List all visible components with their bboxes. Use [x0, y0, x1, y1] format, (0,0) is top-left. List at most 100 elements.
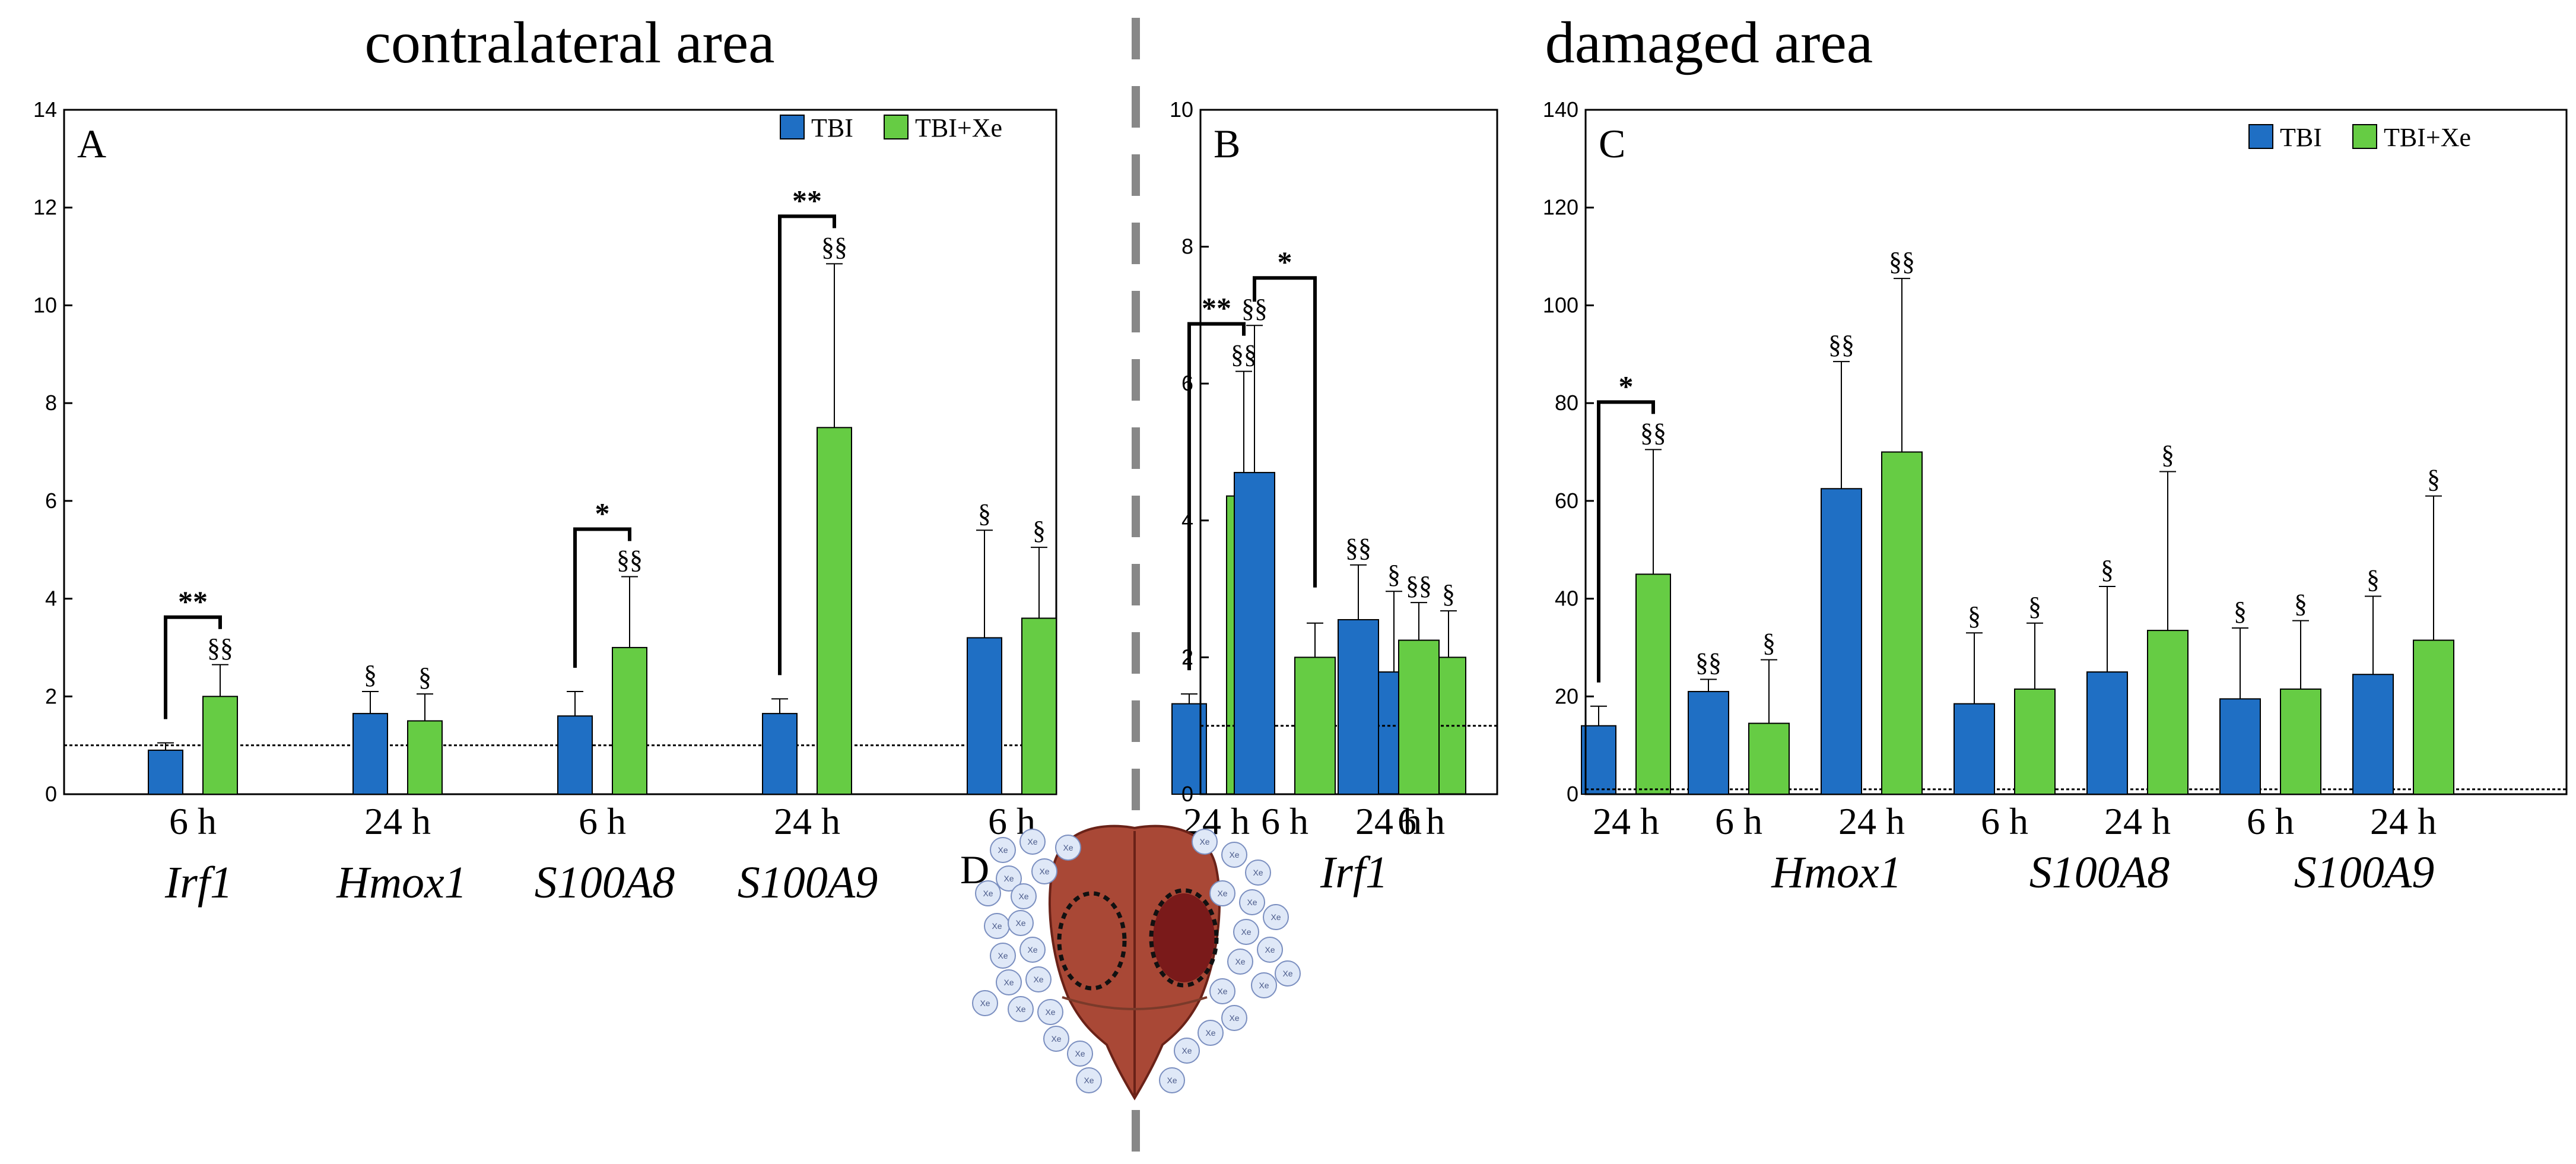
x-category-label: 6 h [1261, 800, 1308, 842]
y-tick-label: 0 [1567, 782, 1578, 806]
significance-mark: § [2234, 597, 2247, 626]
significance-asterisk: * [1278, 245, 1292, 278]
xenon-bubble [996, 865, 1022, 892]
x-category-label: 24 h [1838, 800, 1905, 842]
y-tick-label: 2 [1181, 645, 1193, 669]
xenon-bubble-label: Xe [998, 951, 1008, 960]
bar [148, 749, 183, 795]
significance-mark: §§ [1828, 330, 1854, 359]
xenon-bubble-label: Xe [1039, 867, 1049, 876]
xenon-bubble-label: Xe [1015, 918, 1025, 928]
bar [2014, 688, 2056, 795]
contralateral-area-outline [1057, 891, 1127, 991]
significance-mark: § [1968, 601, 1981, 630]
significance-mark: § [2367, 564, 2380, 594]
xenon-bubble-label: Xe [998, 845, 1008, 855]
xenon-bubble-label: Xe [980, 998, 990, 1008]
significance-mark: §§ [1231, 340, 1257, 369]
significance-mark: §§ [1345, 534, 1371, 563]
x-category-label: 24 h [2104, 800, 2171, 842]
xenon-bubble [1037, 999, 1063, 1025]
legend-swatch [884, 115, 909, 139]
xenon-bubble [1227, 949, 1253, 975]
bar [202, 696, 238, 795]
xenon-bubble-label: Xe [1199, 837, 1209, 846]
y-tick-label: 12 [33, 195, 57, 220]
xenon-bubble [990, 837, 1016, 863]
bar [967, 637, 1002, 795]
xenon-bubble [996, 969, 1022, 995]
legend-swatch [2352, 124, 2377, 149]
significance-mark: §§ [821, 232, 847, 261]
x-category-label: 24 h [1593, 800, 1659, 842]
bar [1881, 451, 1923, 795]
xenon-bubble [1025, 966, 1052, 992]
xenon-bubble-label: Xe [1217, 889, 1227, 898]
bar [1635, 573, 1671, 795]
damaged-area-outline [1149, 888, 1219, 988]
bar [1821, 488, 1862, 795]
xenon-bubble-label: Xe [1241, 927, 1251, 937]
xenon-bubble [1209, 880, 1235, 906]
bar [1338, 619, 1379, 795]
xenon-bubble-label: Xe [1003, 874, 1014, 883]
xenon-bubble-label: Xe [1270, 912, 1281, 922]
x-category-label: 24 h [364, 800, 431, 842]
significance-bracket [778, 214, 836, 675]
significance-mark: § [2294, 589, 2307, 619]
significance-mark: §§ [207, 633, 233, 662]
panel-label: A [77, 121, 106, 166]
xenon-bubble-label: Xe [1265, 945, 1275, 954]
xenon-bubble [1055, 835, 1081, 861]
significance-mark: § [2161, 440, 2174, 469]
bar [762, 713, 798, 795]
xenon-bubble-label: Xe [1282, 969, 1292, 978]
xenon-bubble [1008, 910, 1034, 936]
xenon-bubble [1011, 883, 1037, 909]
gene-group-label: Irf1 [1320, 848, 1388, 897]
xenon-bubble [1251, 972, 1277, 998]
xenon-bubble-label: Xe [1235, 957, 1245, 966]
plot-frame [63, 109, 1057, 795]
gene-group-label: S100A9 [2294, 848, 2434, 897]
significance-asterisk: * [1619, 369, 1634, 402]
legend-swatch [2248, 124, 2273, 149]
bar [1294, 656, 1336, 795]
x-category-label: 6 h [1715, 800, 1762, 842]
x-category-label: 24 h [774, 800, 840, 842]
xenon-bubble [1031, 858, 1057, 884]
gene-group-label: S100A8 [535, 858, 675, 908]
xenon-bubble-label: Xe [1075, 1049, 1085, 1058]
significance-mark: §§ [617, 545, 643, 575]
bar [1688, 691, 1729, 795]
x-category-label: 6 h [2247, 800, 2294, 842]
xenon-bubble [1257, 937, 1283, 963]
significance-bracket [1187, 322, 1246, 671]
xenon-bubble-label: Xe [1229, 1013, 1239, 1023]
xenon-bubble [1245, 859, 1271, 886]
significance-bracket [164, 615, 222, 719]
xenon-bubble-label: Xe [1003, 978, 1014, 987]
xenon-bubble-label: Xe [1015, 1004, 1025, 1014]
xenon-bubble-label: Xe [1259, 981, 1269, 990]
xenon-bubble [1008, 996, 1034, 1022]
xenon-bubble [975, 880, 1001, 906]
xenon-bubble [1019, 829, 1046, 855]
title-damaged: damaged area [1545, 9, 1873, 75]
xenon-bubble [1174, 1038, 1200, 1064]
x-category-label: 6 h [1397, 800, 1445, 842]
gene-group-label: S100A9 [738, 858, 878, 908]
legend-label: TBI [811, 113, 853, 142]
bar [2280, 688, 2321, 795]
y-tick-label: 40 [1555, 586, 1578, 611]
y-tick-label: 80 [1555, 391, 1578, 415]
xenon-bubble [1198, 1020, 1224, 1046]
y-tick-label: 8 [45, 391, 57, 415]
xenon-bubbles: Xe Xe Xe Xe Xe Xe Xe Xe Xe Xe Xe Xe Xe Xe Xe Xe Xe Xe Xe Xe… [972, 829, 1301, 1093]
xenon-bubble-label: Xe [1229, 850, 1239, 859]
bar [612, 646, 647, 795]
bar [2413, 639, 2454, 795]
y-tick-label: 140 [1543, 97, 1578, 122]
bar [2086, 671, 2128, 795]
